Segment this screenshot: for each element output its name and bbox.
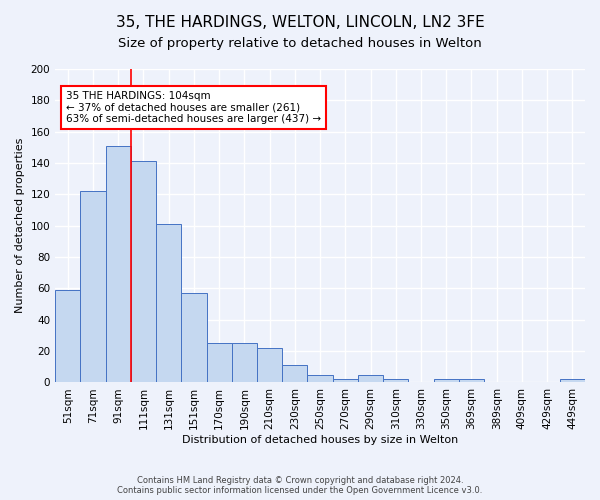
Text: 35 THE HARDINGS: 104sqm
← 37% of detached houses are smaller (261)
63% of semi-d: 35 THE HARDINGS: 104sqm ← 37% of detache… bbox=[66, 91, 321, 124]
Bar bbox=[560, 380, 585, 382]
Text: Contains HM Land Registry data © Crown copyright and database right 2024.
Contai: Contains HM Land Registry data © Crown c… bbox=[118, 476, 482, 495]
Bar bbox=[282, 365, 307, 382]
Bar bbox=[181, 293, 206, 382]
Text: 35, THE HARDINGS, WELTON, LINCOLN, LN2 3FE: 35, THE HARDINGS, WELTON, LINCOLN, LN2 3… bbox=[116, 15, 484, 30]
Bar bbox=[332, 380, 358, 382]
Bar bbox=[55, 290, 80, 382]
Y-axis label: Number of detached properties: Number of detached properties bbox=[15, 138, 25, 314]
Bar bbox=[106, 146, 131, 382]
Bar bbox=[358, 374, 383, 382]
Text: Size of property relative to detached houses in Welton: Size of property relative to detached ho… bbox=[118, 38, 482, 51]
Bar bbox=[257, 348, 282, 382]
Bar bbox=[80, 191, 106, 382]
Bar bbox=[383, 380, 409, 382]
Bar bbox=[232, 344, 257, 382]
X-axis label: Distribution of detached houses by size in Welton: Distribution of detached houses by size … bbox=[182, 435, 458, 445]
Bar bbox=[156, 224, 181, 382]
Bar bbox=[131, 162, 156, 382]
Bar bbox=[434, 380, 459, 382]
Bar bbox=[307, 374, 332, 382]
Bar bbox=[206, 344, 232, 382]
Bar bbox=[459, 380, 484, 382]
